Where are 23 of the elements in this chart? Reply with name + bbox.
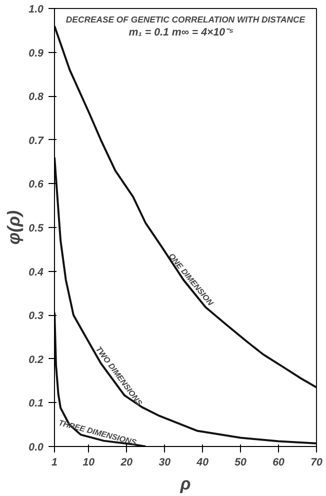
- x-tick-label: 1: [52, 456, 58, 468]
- y-tick-label: 0.5: [28, 222, 45, 234]
- y-tick-label: 0.3: [28, 310, 44, 322]
- x-tick-label: 50: [234, 456, 247, 468]
- text: DECREASE OF GENETIC CORRELATION WITH DISTANCE: [66, 14, 306, 24]
- x-tick-label: 30: [158, 456, 171, 468]
- y-tick-label: 0.6: [28, 178, 44, 191]
- y-tick-label: 0.2: [28, 354, 44, 366]
- x-tick-label: 10: [82, 456, 95, 468]
- y-tick-label: 0.1: [28, 398, 44, 410]
- x-tick-label: 60: [272, 456, 285, 468]
- y-tick-label: 0.9: [28, 47, 44, 60]
- y-tick-label: 0.0: [28, 442, 44, 454]
- y-tick-label: 0.7: [28, 134, 45, 147]
- x-axis-title: ρ: [179, 474, 191, 494]
- x-tick-label: 20: [120, 456, 133, 468]
- y-axis-title: φ(ρ): [4, 210, 24, 245]
- y-tick-label: 0.4: [28, 266, 44, 278]
- y-tick-label: 1.0: [28, 4, 44, 16]
- x-tick-label: 40: [196, 456, 209, 468]
- x-tick-label: 70: [310, 456, 322, 468]
- y-tick-label: 0.8: [28, 91, 44, 104]
- text: m₁ = 0.1 m∞ = 4×10⁻⁵: [128, 26, 234, 38]
